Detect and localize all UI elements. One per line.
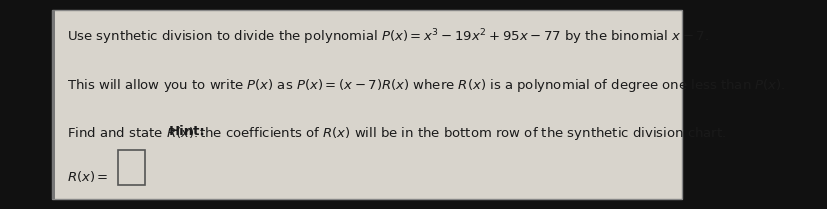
Bar (118, 150, 145, 185)
Text: the coefficients of $R(x)$ will be in the bottom row of the synthetic division c: the coefficients of $R(x)$ will be in th… (194, 125, 725, 142)
Text: Hint:: Hint: (169, 125, 205, 138)
Bar (51, 10, 55, 199)
Text: Find and state $R(x)$.: Find and state $R(x)$. (67, 125, 199, 140)
Text: $R(x) =$: $R(x) =$ (67, 169, 108, 184)
Text: Use synthetic division to divide the polynomial $P(x) = x^3 - 19x^2 + 95x - 77$ : Use synthetic division to divide the pol… (67, 27, 708, 47)
Text: This will allow you to write $P(x)$ as $P(x) = (x - 7)R(x)$ where $R(x)$ is a po: This will allow you to write $P(x)$ as $… (67, 77, 785, 94)
